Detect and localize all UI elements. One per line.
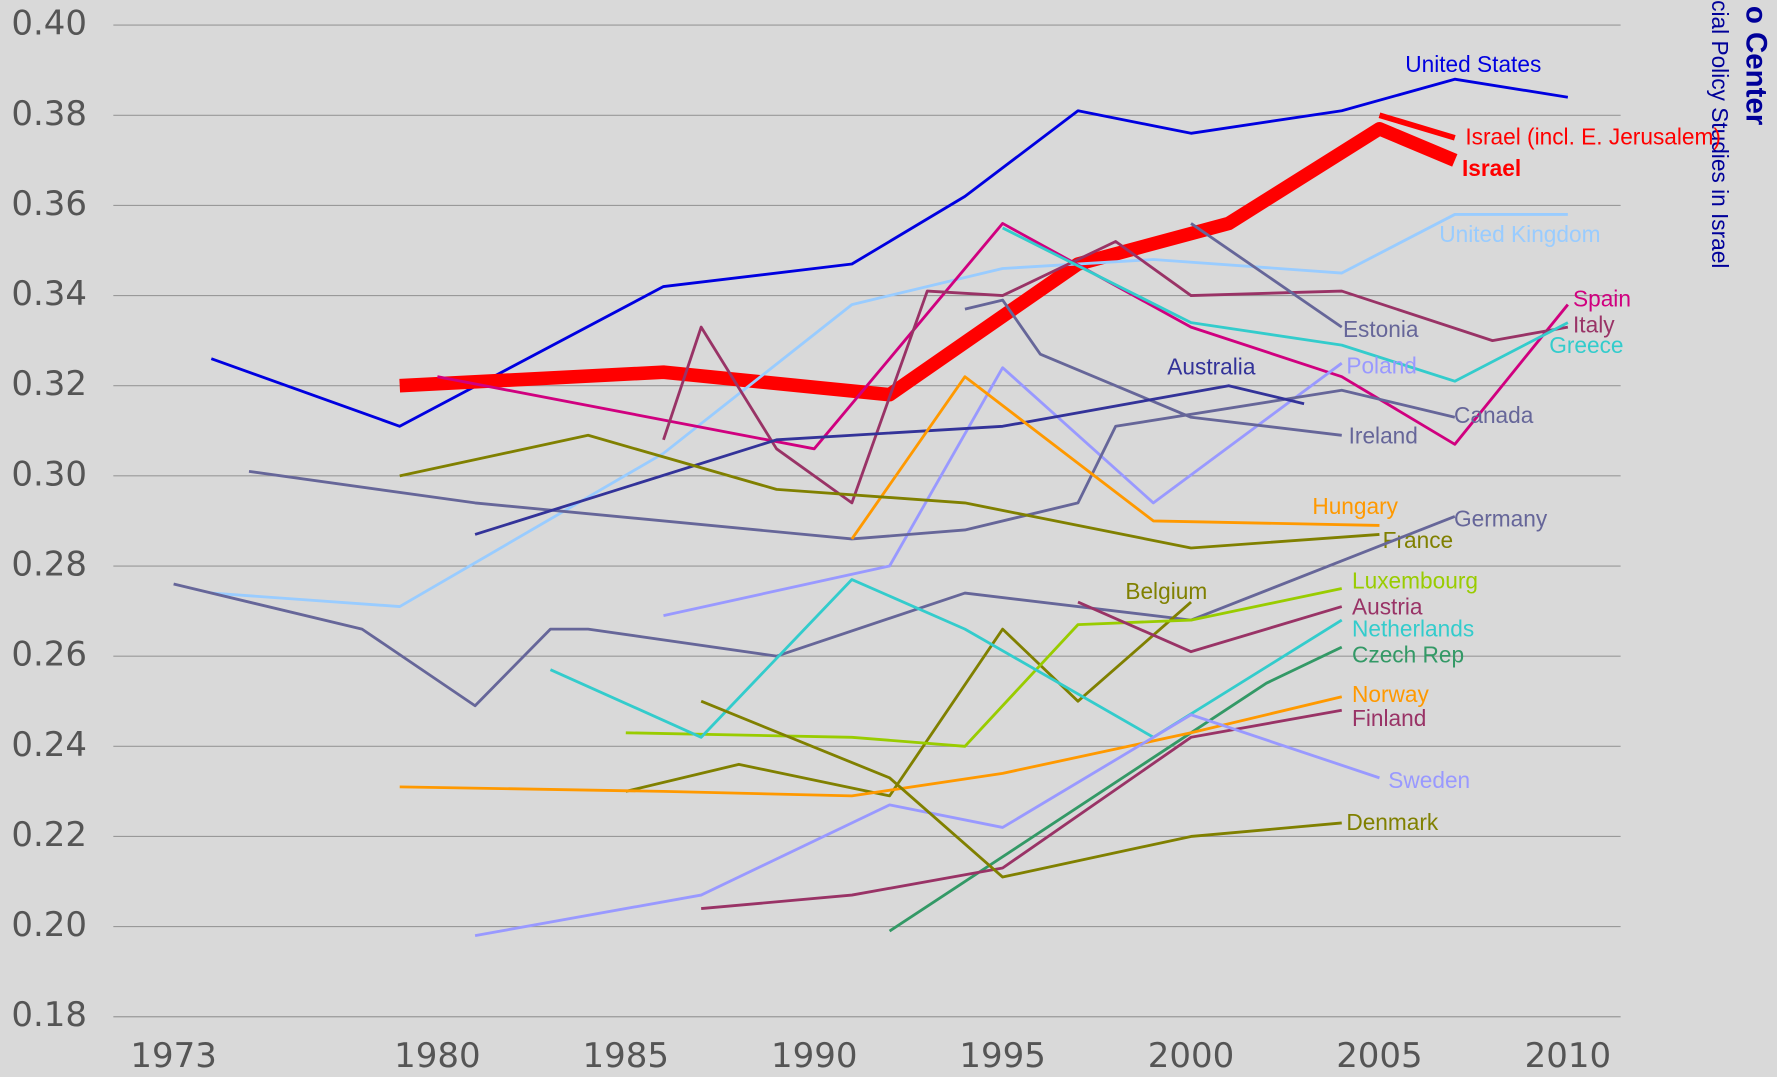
annotation: cial Policy Studies in Israel <box>1707 0 1733 268</box>
series-line <box>474 384 1305 536</box>
x-tick-label: 1990 <box>771 1036 858 1076</box>
series-line <box>399 121 1458 402</box>
series-line <box>437 222 1569 451</box>
series-label: United States <box>1405 51 1541 77</box>
series-label: Hungary <box>1312 493 1398 519</box>
series-line <box>248 388 1456 541</box>
y-tick-label: 0.18 <box>11 995 87 1035</box>
series-line <box>1001 226 1569 383</box>
series-line <box>625 601 1192 798</box>
y-tick-label: 0.24 <box>11 725 87 765</box>
x-tick-label: 1973 <box>130 1036 217 1076</box>
series-line <box>399 433 1380 550</box>
series-label: Belgium <box>1125 578 1207 604</box>
y-tick-label: 0.26 <box>11 635 87 675</box>
series-label: Spain <box>1573 285 1631 311</box>
y-tick-label: 0.38 <box>11 94 87 134</box>
series-line <box>1190 222 1343 329</box>
series-label: Italy <box>1573 312 1615 338</box>
series-line <box>701 708 1343 910</box>
y-tick-label: 0.28 <box>11 545 87 585</box>
x-tick-label: 1995 <box>959 1036 1046 1076</box>
series-label: Australia <box>1167 353 1256 379</box>
series-label: United Kingdom <box>1439 221 1600 247</box>
series-line <box>888 645 1343 933</box>
series-label: Czech Rep <box>1352 641 1464 667</box>
y-tick-label: 0.32 <box>11 364 87 404</box>
series-label: Poland <box>1346 352 1417 378</box>
series-label: Israel (incl. E. Jerusalem) <box>1465 123 1721 149</box>
y-tick-label: 0.36 <box>11 184 87 224</box>
y-tick-label: 0.20 <box>11 905 87 945</box>
series-label: Denmark <box>1346 809 1439 835</box>
series-label: Austria <box>1352 594 1423 620</box>
series-line <box>1077 600 1343 654</box>
series-label: Greece <box>1549 332 1623 358</box>
x-tick-label: 2000 <box>1148 1036 1235 1076</box>
x-tick-label: 2010 <box>1525 1036 1612 1076</box>
series-line <box>625 587 1343 748</box>
series-label: Luxembourg <box>1352 568 1478 594</box>
series-label: Israel <box>1462 155 1521 181</box>
series-label: Germany <box>1454 505 1548 531</box>
x-tick-label: 1980 <box>394 1036 481 1076</box>
series-line <box>964 298 1342 437</box>
series-line <box>662 240 1569 505</box>
series-label: Canada <box>1454 402 1534 428</box>
series-line <box>850 375 1380 540</box>
y-tick-label: 0.40 <box>11 4 87 44</box>
x-tick-label: 2005 <box>1336 1036 1423 1076</box>
y-tick-label: 0.34 <box>11 274 87 314</box>
series-label: Ireland <box>1349 423 1418 449</box>
annotation: o Center <box>1740 6 1773 126</box>
series-label: Sweden <box>1388 767 1470 793</box>
series-line <box>474 713 1380 938</box>
series-label: Netherlands <box>1352 615 1474 641</box>
y-tick-label: 0.22 <box>11 815 87 855</box>
series-line <box>663 362 1343 617</box>
series-line <box>211 213 1568 608</box>
series-label: Estonia <box>1343 316 1419 342</box>
series-line <box>173 515 1456 708</box>
series-line <box>210 77 1569 428</box>
series-line <box>1378 112 1456 141</box>
series-label: Finland <box>1352 705 1426 731</box>
x-tick-label: 1985 <box>583 1036 670 1076</box>
series-label: Norway <box>1352 681 1429 707</box>
y-tick-label: 0.30 <box>11 454 87 494</box>
series-line <box>399 695 1343 798</box>
series-line <box>700 699 1342 879</box>
